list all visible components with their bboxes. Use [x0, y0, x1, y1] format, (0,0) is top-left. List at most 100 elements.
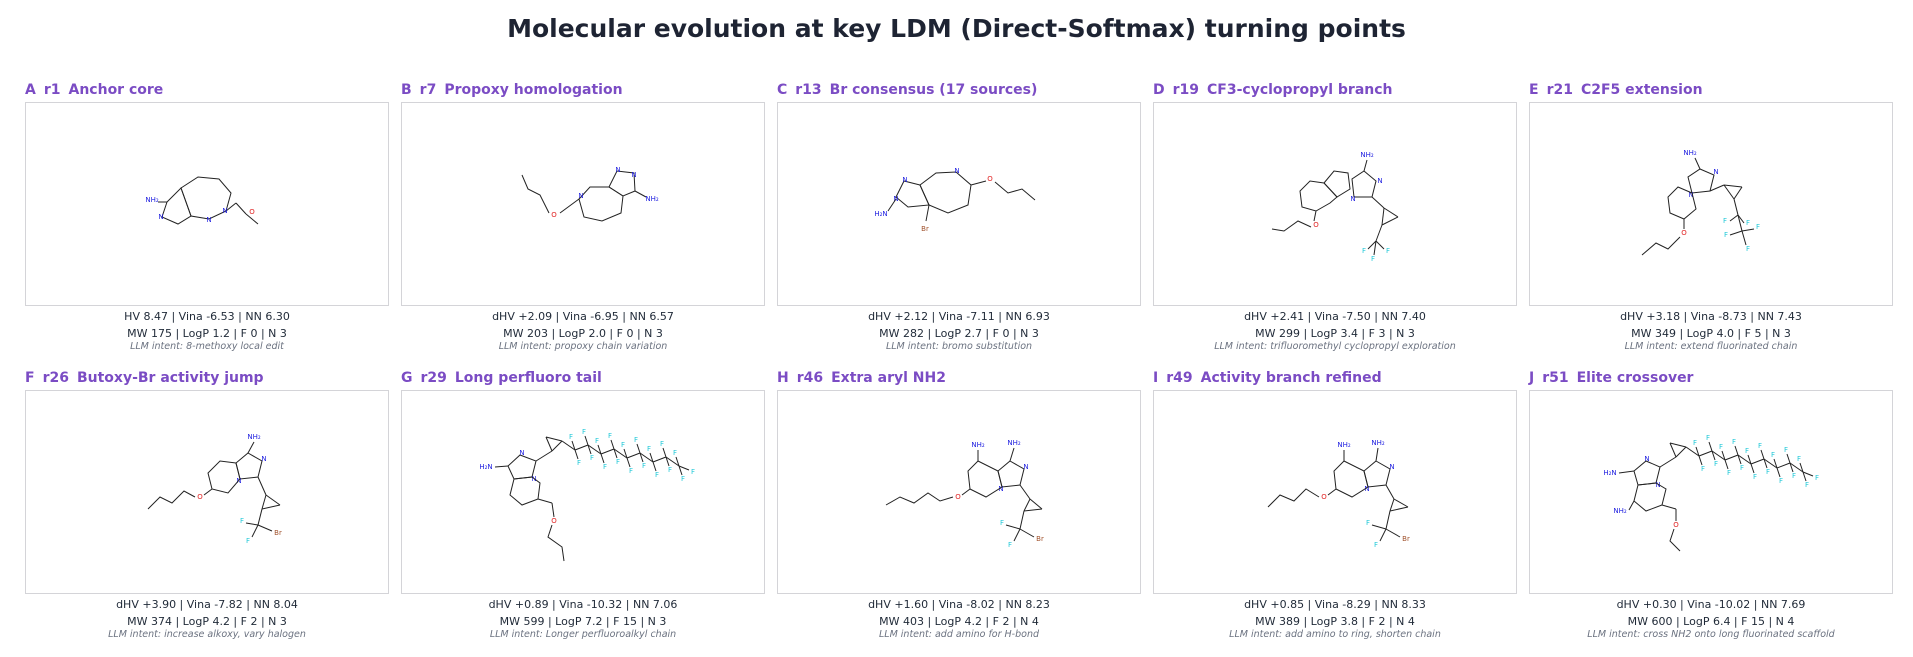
bond: [626, 452, 641, 459]
atom-label-f: F: [1758, 442, 1762, 450]
llm-intent: LLM intent: increase alkoxy, vary haloge…: [108, 629, 306, 640]
atom-label-f: F: [681, 475, 685, 483]
atom-label-o: O: [1673, 521, 1679, 529]
molecule-structure: NH₂ N N F F F O: [1153, 102, 1517, 306]
bond: [1729, 214, 1739, 222]
atom-label-n: N: [1350, 195, 1355, 203]
panel-round: r1: [43, 82, 61, 98]
panel-round: r29: [420, 370, 447, 386]
panel-letter: H: [777, 370, 789, 386]
bond: [1383, 207, 1399, 218]
ring: [1687, 168, 1715, 194]
bond: [1005, 524, 1021, 530]
atom-label-f: F: [616, 458, 620, 466]
atom-label-f: F: [1779, 477, 1783, 485]
atom-label-n: N: [206, 216, 211, 224]
bond: [610, 439, 615, 450]
atom-label-f: F: [1746, 219, 1750, 227]
atom-label-n: N: [1655, 481, 1660, 489]
atom-label-f: F: [1724, 231, 1728, 239]
bond: [652, 456, 667, 463]
bond: [1723, 184, 1735, 200]
bond: [1729, 230, 1743, 236]
atom-label-f: F: [1792, 472, 1796, 480]
bond: [245, 522, 259, 526]
bond-chain: [885, 492, 954, 506]
atom-label-n: N: [1644, 455, 1649, 463]
bond-chain: [521, 174, 550, 214]
panel-round: r13: [795, 82, 822, 98]
bond: [613, 448, 628, 459]
ring: [1633, 482, 1667, 512]
bond: [247, 441, 255, 454]
ring: [608, 170, 636, 197]
atom-label-n: N: [1688, 191, 1693, 199]
bond: [1802, 471, 1814, 477]
bond: [1709, 184, 1725, 192]
stats-line-2: MW 389 | LogP 3.8 | F 2 | N 4: [1255, 615, 1415, 628]
bond: [636, 443, 641, 454]
stats-line-2: MW 203 | LogP 2.0 | F 0 | N 3: [503, 327, 663, 340]
panel-round: r21: [1546, 82, 1573, 98]
llm-intent: LLM intent: bromo substitution: [885, 341, 1033, 352]
llm-intent: LLM intent: add amino to ring, shorten c…: [1229, 629, 1441, 640]
atom-label-n: N: [158, 213, 163, 221]
atom-label-o: O: [197, 493, 203, 501]
bond: [1023, 498, 1031, 512]
panel-round: r7: [419, 82, 437, 98]
atom-label-o: O: [249, 208, 255, 216]
bond: [1724, 459, 1729, 470]
ring: [1333, 460, 1369, 498]
bond: [257, 508, 263, 526]
bond: [626, 457, 631, 468]
bond: [551, 440, 563, 452]
atom-label-n: N: [954, 167, 959, 175]
stats-line-2: MW 282 | LogP 2.7 | F 0 | N 3: [879, 327, 1039, 340]
bond-chain: [1669, 528, 1681, 552]
atom-label-f: F: [582, 428, 586, 436]
bond: [1789, 462, 1794, 473]
atom-label-f: F: [1706, 434, 1710, 442]
bond: [600, 448, 615, 455]
bond: [1799, 462, 1804, 473]
bond-chain: [547, 524, 565, 562]
bond: [639, 452, 654, 463]
atom-label-f: F: [1366, 519, 1370, 527]
atom-label-f: F: [1719, 443, 1723, 451]
atom-label-o: O: [1313, 221, 1319, 229]
bond: [1373, 240, 1377, 256]
bond: [1741, 228, 1755, 232]
panel-name: Extra aryl NH2: [831, 370, 946, 386]
bond: [1708, 441, 1713, 452]
atom-label-f: F: [655, 471, 659, 479]
bond: [1375, 224, 1383, 242]
atom-label-f: F: [1714, 460, 1718, 468]
atom-label-o: O: [955, 493, 961, 501]
panel-name: Anchor core: [68, 82, 164, 98]
stats-line-2: MW 403 | LogP 4.2 | F 2 | N 4: [879, 615, 1039, 628]
llm-intent: LLM intent: propoxy chain variation: [498, 341, 668, 352]
bond: [1669, 442, 1677, 458]
stats-line-1: dHV +0.30 | Vina -10.02 | NN 7.69: [1616, 598, 1806, 611]
atom-label-n: N: [236, 477, 241, 485]
stats-line-2: MW 349 | LogP 4.0 | F 5 | N 3: [1631, 327, 1791, 340]
atom-label-f: F: [1745, 447, 1749, 455]
bond: [1723, 184, 1743, 188]
atom-label-f: F: [1000, 519, 1004, 527]
bond: [1019, 484, 1031, 500]
atom-label-f: F: [634, 436, 638, 444]
bond: [613, 448, 618, 459]
ring: [161, 187, 192, 225]
panel-letter: D: [1153, 82, 1165, 98]
bond: [1776, 467, 1781, 478]
atom-label-n: N: [519, 449, 524, 457]
bond: [652, 461, 657, 472]
bond: [1789, 462, 1804, 473]
llm-intent: LLM intent: cross NH2 onto long fluorina…: [1587, 629, 1835, 640]
bond: [1381, 207, 1385, 226]
bond: [1371, 196, 1385, 209]
